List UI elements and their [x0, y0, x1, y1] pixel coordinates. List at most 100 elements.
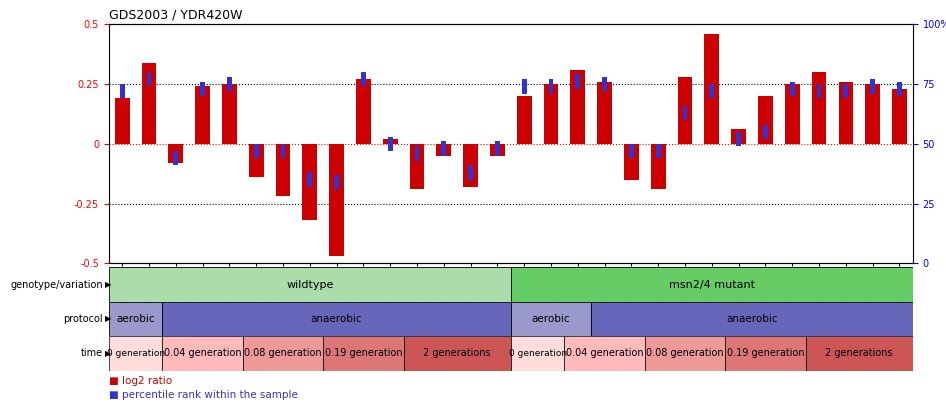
Bar [303, 144, 317, 220]
Bar [142, 62, 156, 144]
Bar [442, 141, 447, 156]
Bar [173, 151, 178, 165]
Text: ■ percentile rank within the sample: ■ percentile rank within the sample [109, 390, 298, 400]
Bar [281, 144, 286, 158]
Bar [645, 336, 726, 371]
Bar [758, 96, 773, 144]
Bar [114, 98, 130, 144]
Bar [870, 79, 875, 94]
Text: 0.08 generation: 0.08 generation [244, 348, 322, 358]
Bar [195, 86, 210, 144]
Bar [468, 165, 473, 180]
Bar [806, 336, 913, 371]
Bar [201, 82, 205, 96]
Bar [163, 336, 243, 371]
Bar [227, 77, 232, 91]
Text: wildtype: wildtype [286, 279, 334, 290]
Bar [838, 82, 853, 144]
Bar [356, 79, 371, 144]
Bar [168, 144, 184, 163]
Text: 0.08 generation: 0.08 generation [646, 348, 724, 358]
Bar [383, 139, 397, 144]
Text: ■ log2 ratio: ■ log2 ratio [109, 376, 172, 386]
Text: ▶: ▶ [105, 349, 112, 358]
Bar [275, 144, 290, 196]
Bar [436, 144, 451, 156]
Bar [324, 336, 404, 371]
Bar [522, 79, 527, 94]
Bar [544, 84, 558, 144]
Bar [163, 302, 511, 336]
Bar [603, 77, 607, 91]
Text: ▶: ▶ [105, 280, 112, 289]
Bar [147, 72, 151, 86]
Text: 0.19 generation: 0.19 generation [727, 348, 804, 358]
Bar [785, 84, 799, 144]
Bar [249, 144, 264, 177]
Bar [243, 336, 324, 371]
Text: time: time [81, 348, 103, 358]
Bar [109, 336, 163, 371]
Bar [844, 84, 849, 98]
Bar [897, 82, 902, 96]
Bar [517, 96, 532, 144]
Bar [109, 302, 163, 336]
Bar [651, 144, 666, 189]
Bar [570, 70, 586, 144]
Bar [329, 144, 344, 256]
Bar [511, 302, 591, 336]
Bar [410, 144, 425, 189]
Text: anaerobic: anaerobic [311, 314, 362, 324]
Bar [361, 72, 366, 86]
Text: aerobic: aerobic [116, 314, 155, 324]
Bar [731, 130, 746, 144]
Bar [710, 84, 714, 98]
Text: 0 generation: 0 generation [107, 349, 165, 358]
Bar [597, 82, 612, 144]
Bar [495, 141, 499, 156]
Bar [511, 267, 913, 302]
Bar [736, 132, 741, 146]
Text: 0.04 generation: 0.04 generation [164, 348, 241, 358]
Bar [254, 144, 258, 158]
Bar [866, 84, 880, 144]
Bar [307, 173, 312, 187]
Bar [726, 336, 806, 371]
Text: GDS2003 / YDR420W: GDS2003 / YDR420W [109, 9, 242, 22]
Text: genotype/variation: genotype/variation [10, 279, 103, 290]
Text: 0.19 generation: 0.19 generation [324, 348, 402, 358]
Bar [892, 89, 907, 144]
Bar [388, 136, 393, 151]
Bar [705, 34, 719, 144]
Text: ▶: ▶ [105, 314, 112, 324]
Bar [812, 72, 827, 144]
Bar [591, 302, 913, 336]
Text: anaerobic: anaerobic [727, 314, 778, 324]
Bar [790, 82, 795, 96]
Bar [464, 144, 478, 187]
Text: 0.04 generation: 0.04 generation [566, 348, 643, 358]
Bar [763, 125, 768, 139]
Bar [404, 336, 511, 371]
Bar [565, 336, 645, 371]
Bar [222, 84, 236, 144]
Bar [816, 84, 821, 98]
Text: aerobic: aerobic [532, 314, 570, 324]
Bar [656, 144, 660, 158]
Bar [109, 267, 511, 302]
Bar [511, 336, 565, 371]
Bar [624, 144, 639, 180]
Text: 2 generations: 2 generations [424, 348, 491, 358]
Text: protocol: protocol [63, 314, 103, 324]
Bar [414, 146, 419, 160]
Bar [120, 84, 125, 98]
Bar [575, 75, 580, 89]
Bar [677, 77, 692, 144]
Bar [683, 106, 688, 120]
Bar [549, 79, 553, 94]
Bar [490, 144, 505, 156]
Bar [629, 144, 634, 158]
Bar [334, 175, 339, 189]
Text: 0 generation: 0 generation [509, 349, 567, 358]
Text: msn2/4 mutant: msn2/4 mutant [669, 279, 755, 290]
